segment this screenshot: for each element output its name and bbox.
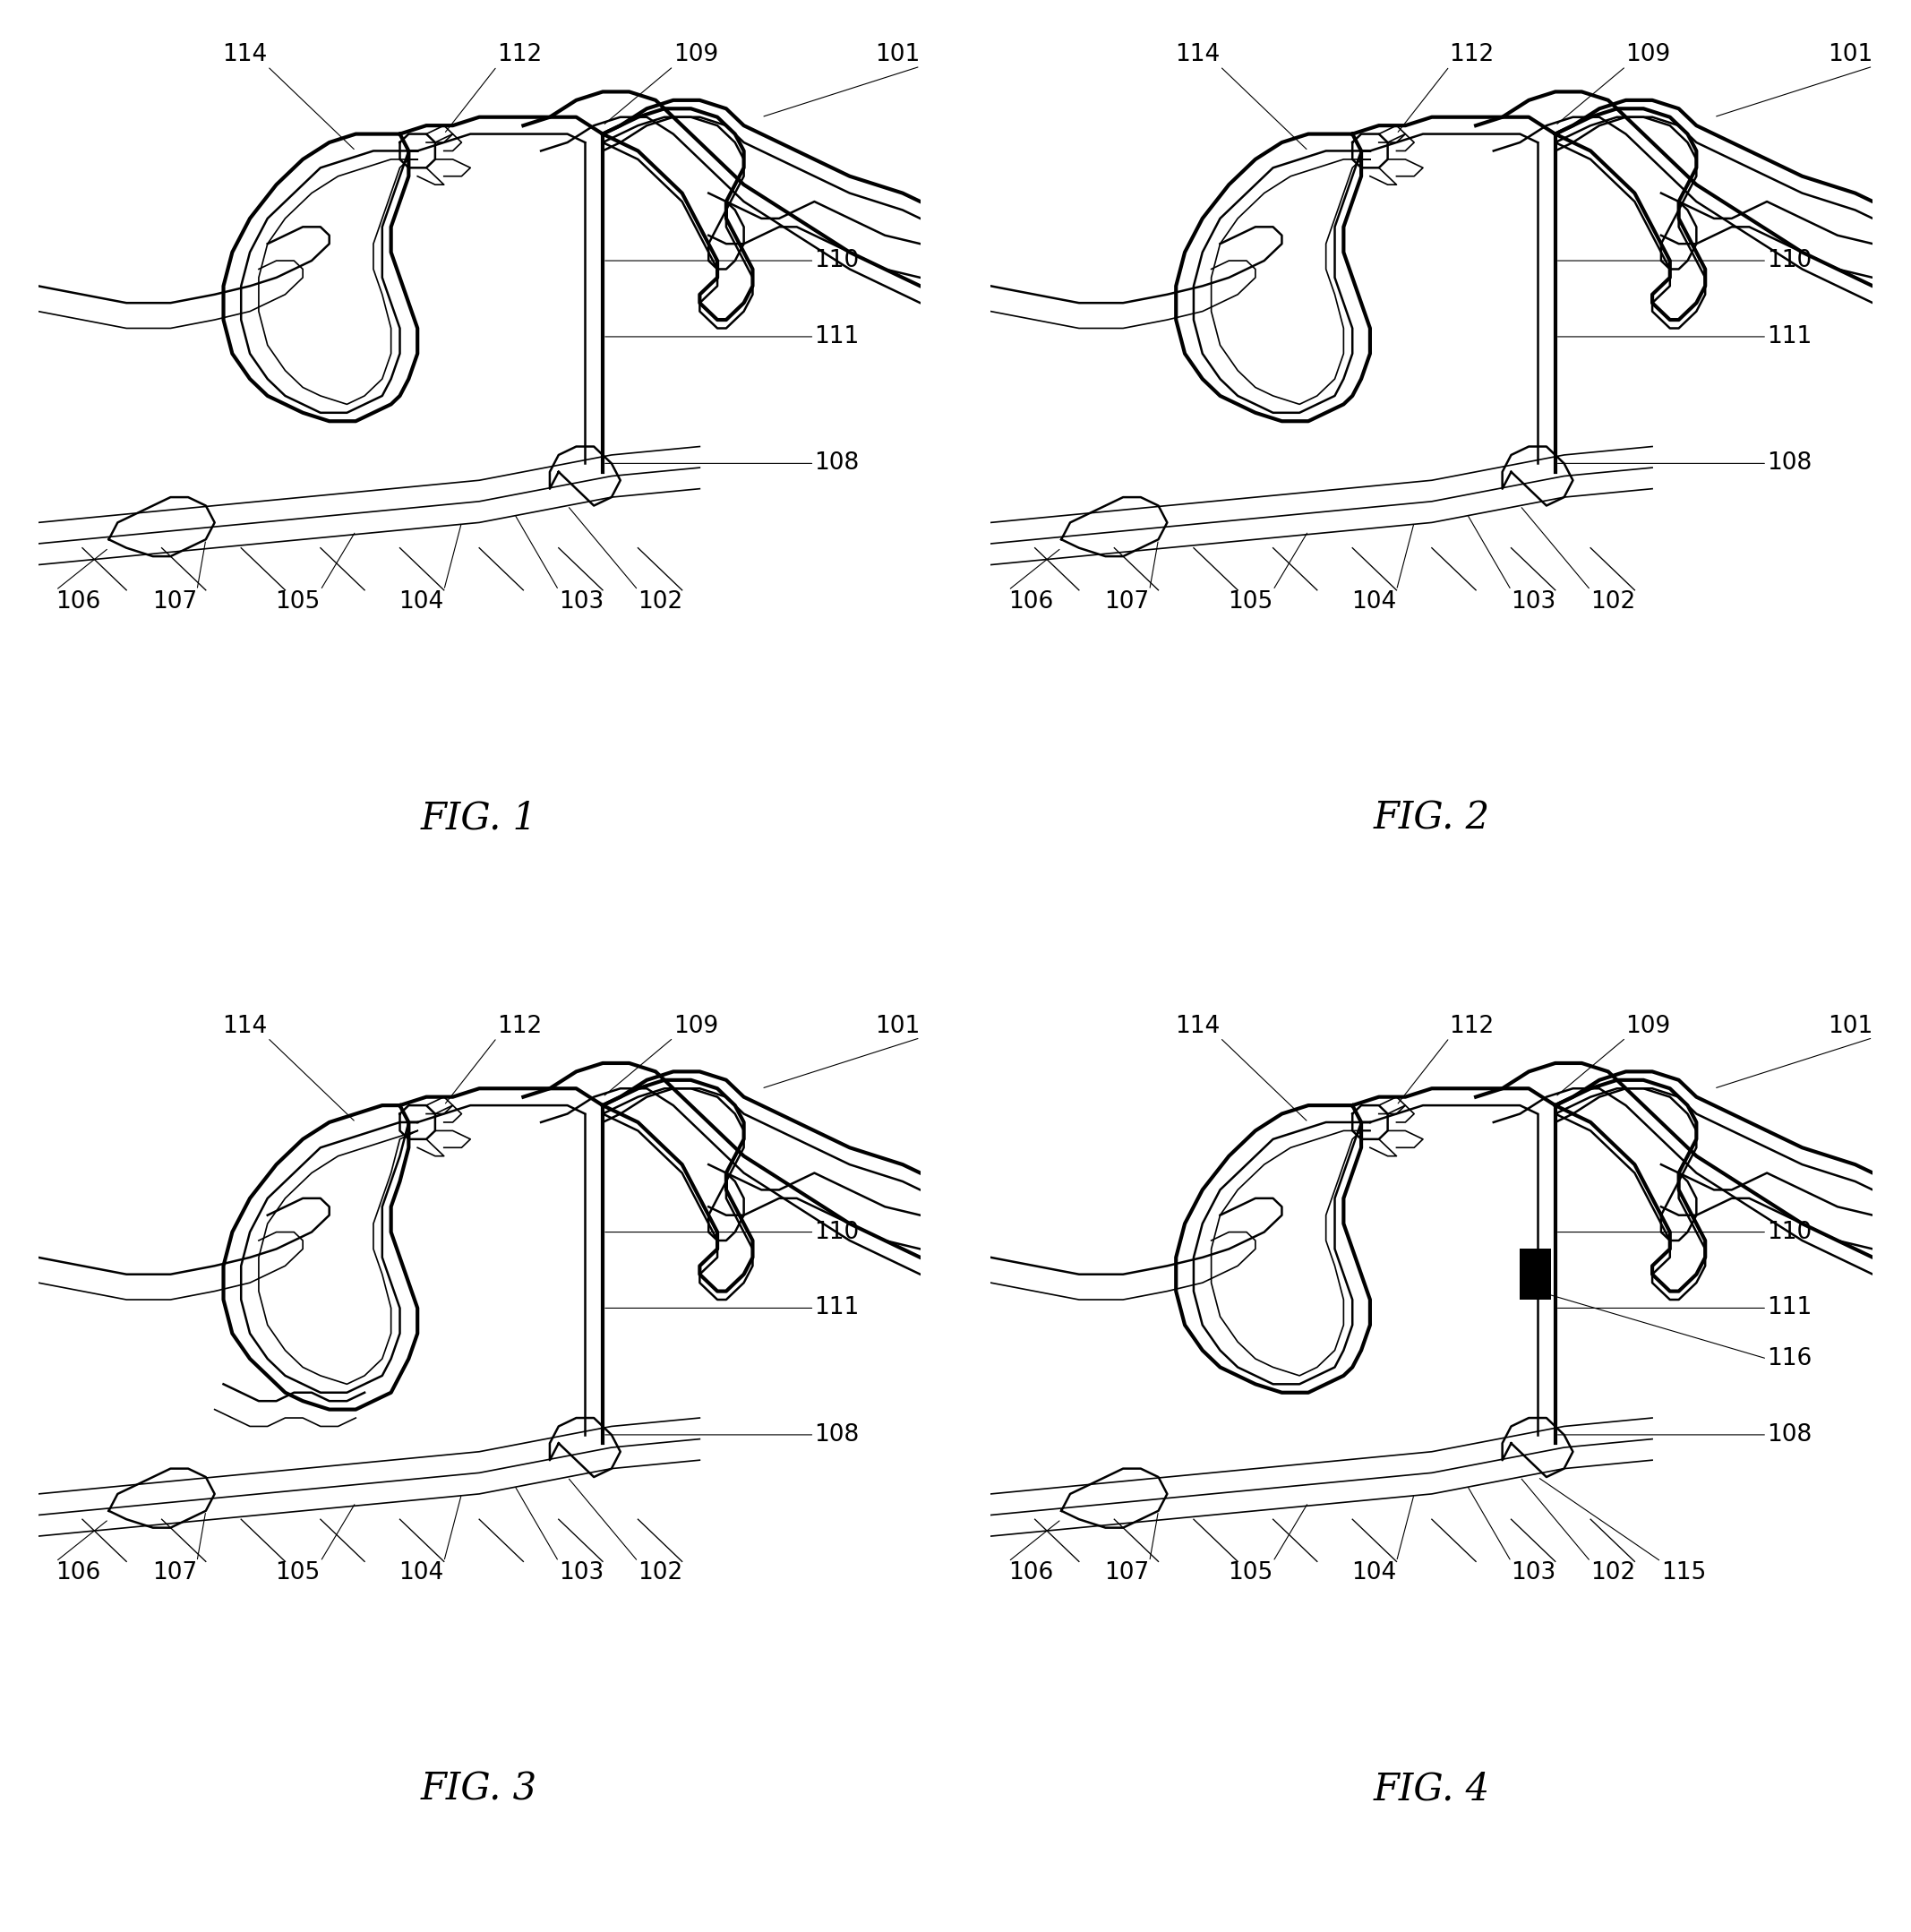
Text: 109: 109 bbox=[673, 1014, 719, 1037]
Text: 107: 107 bbox=[153, 589, 197, 612]
Bar bbox=[1519, 1248, 1552, 1300]
Text: 109: 109 bbox=[1626, 43, 1670, 66]
Text: 110: 110 bbox=[814, 1221, 860, 1244]
Text: 106: 106 bbox=[55, 589, 101, 612]
Text: 106: 106 bbox=[55, 1561, 101, 1584]
Text: 112: 112 bbox=[497, 43, 543, 66]
Text: 108: 108 bbox=[1768, 452, 1812, 475]
Text: 108: 108 bbox=[814, 1424, 860, 1447]
Text: FIG. 1: FIG. 1 bbox=[420, 800, 537, 837]
Text: 103: 103 bbox=[558, 1561, 604, 1584]
Text: 102: 102 bbox=[1590, 589, 1636, 612]
Text: 106: 106 bbox=[1009, 589, 1053, 612]
Text: 105: 105 bbox=[275, 589, 321, 612]
Text: 107: 107 bbox=[1105, 1561, 1150, 1584]
Text: 114: 114 bbox=[1175, 43, 1219, 66]
Text: 106: 106 bbox=[1009, 1561, 1053, 1584]
Text: 111: 111 bbox=[1768, 1296, 1812, 1320]
Text: 114: 114 bbox=[222, 1014, 268, 1037]
Text: 101: 101 bbox=[1827, 1014, 1873, 1037]
Text: 112: 112 bbox=[1449, 1014, 1494, 1037]
Text: 107: 107 bbox=[153, 1561, 197, 1584]
Text: 101: 101 bbox=[875, 1014, 921, 1037]
Text: 112: 112 bbox=[1449, 43, 1494, 66]
Text: 104: 104 bbox=[399, 589, 443, 612]
Text: 103: 103 bbox=[1512, 589, 1556, 612]
Text: 109: 109 bbox=[1626, 1014, 1670, 1037]
Text: 115: 115 bbox=[1661, 1561, 1707, 1584]
Text: 109: 109 bbox=[673, 43, 719, 66]
Text: 103: 103 bbox=[1512, 1561, 1556, 1584]
Text: 105: 105 bbox=[1229, 589, 1273, 612]
Text: 105: 105 bbox=[275, 1561, 321, 1584]
Text: 110: 110 bbox=[1768, 249, 1812, 272]
Text: 104: 104 bbox=[399, 1561, 443, 1584]
Text: FIG. 2: FIG. 2 bbox=[1374, 800, 1491, 837]
Text: 102: 102 bbox=[638, 1561, 682, 1584]
Text: 110: 110 bbox=[1768, 1221, 1812, 1244]
Text: 108: 108 bbox=[814, 452, 860, 475]
Text: 112: 112 bbox=[497, 1014, 543, 1037]
Text: 102: 102 bbox=[1590, 1561, 1636, 1584]
Text: FIG. 4: FIG. 4 bbox=[1374, 1772, 1491, 1808]
Text: 101: 101 bbox=[1827, 43, 1873, 66]
Text: 105: 105 bbox=[1229, 1561, 1273, 1584]
Text: 107: 107 bbox=[1105, 589, 1150, 612]
Text: 108: 108 bbox=[1768, 1424, 1812, 1447]
Text: 111: 111 bbox=[814, 325, 860, 348]
Text: 116: 116 bbox=[1768, 1347, 1812, 1370]
Text: 101: 101 bbox=[875, 43, 921, 66]
Text: 114: 114 bbox=[222, 43, 268, 66]
Text: 111: 111 bbox=[1768, 325, 1812, 348]
Text: 102: 102 bbox=[638, 589, 682, 612]
Text: 111: 111 bbox=[814, 1296, 860, 1320]
Text: 114: 114 bbox=[1175, 1014, 1219, 1037]
Text: 104: 104 bbox=[1351, 589, 1397, 612]
Text: 103: 103 bbox=[558, 589, 604, 612]
Text: 110: 110 bbox=[814, 249, 860, 272]
Text: FIG. 3: FIG. 3 bbox=[420, 1772, 537, 1808]
Text: 104: 104 bbox=[1351, 1561, 1397, 1584]
